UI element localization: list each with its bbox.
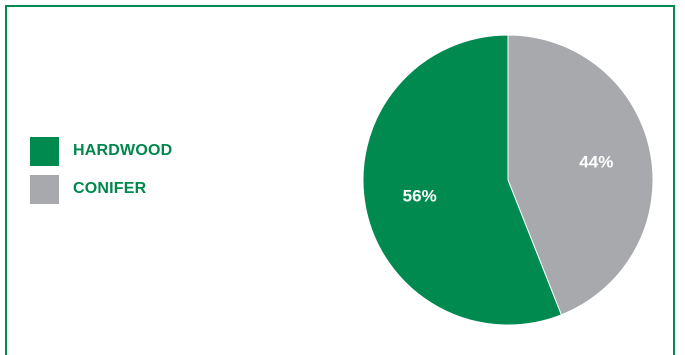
- legend-swatch-conifer: [30, 174, 59, 204]
- pie-slice-conifer: [507, 34, 654, 316]
- pie-slice-hardwood: [362, 34, 563, 326]
- pie-label-hardwood: 56%: [403, 186, 437, 205]
- legend-swatch-hardwood: [30, 136, 59, 166]
- legend-item-hardwood: HARDWOOD: [30, 136, 172, 166]
- legend-item-conifer: CONIFER: [30, 174, 172, 204]
- chart-legend: HARDWOOD CONIFER: [30, 136, 172, 212]
- pie-label-conifer: 44%: [579, 153, 613, 172]
- legend-label-conifer: CONIFER: [73, 180, 147, 197]
- legend-label-hardwood: HARDWOOD: [73, 142, 173, 159]
